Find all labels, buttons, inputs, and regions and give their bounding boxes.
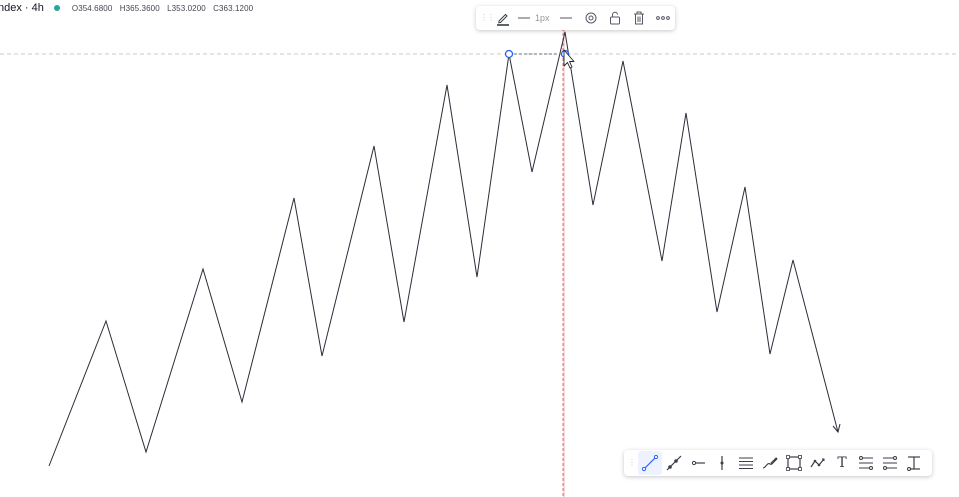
line-end-style-button[interactable] [552, 6, 580, 30]
text-icon: T [837, 455, 847, 471]
ray-icon [666, 455, 682, 471]
more-button[interactable] [651, 6, 675, 30]
drag-handle-icon[interactable]: ⋮⋮ [480, 13, 495, 22]
unlock-icon [610, 11, 621, 25]
tool-text[interactable]: T [830, 451, 854, 475]
mouse-cursor-icon [563, 49, 575, 69]
tool-ray[interactable] [662, 451, 686, 475]
chart-legend: ndex · 4h O354.6800 H365.3600 L353.0200 … [0, 0, 258, 16]
tool-path[interactable] [806, 451, 830, 475]
tool-brush[interactable] [758, 451, 782, 475]
measure-icon [907, 456, 920, 471]
tool-rectangle[interactable] [782, 451, 806, 475]
low-value: L353.0200 [167, 3, 206, 13]
settings-button[interactable] [580, 6, 604, 30]
settings-icon [585, 12, 597, 24]
anchor-handle-left[interactable] [504, 49, 514, 59]
vertical-line-icon [720, 456, 724, 470]
parallel-channel-icon [739, 457, 753, 469]
pencil-icon [496, 13, 509, 26]
ohlc-values: O354.6800 H365.3600 L353.0200 C363.1200 [72, 4, 258, 13]
delete-button[interactable] [627, 6, 651, 30]
open-value: O354.6800 [71, 3, 113, 13]
price-range-icon [859, 456, 873, 470]
drag-handle-icon[interactable]: ⋮⋮ [628, 458, 644, 467]
line-style-icon [518, 17, 530, 19]
line-width-button[interactable]: 1px [516, 6, 552, 30]
brush-icon [762, 457, 778, 469]
lock-button[interactable] [603, 6, 627, 30]
path-icon [810, 458, 825, 468]
tool-parallel-channel[interactable] [734, 451, 758, 475]
high-value: H365.3600 [119, 3, 160, 13]
line-end-icon [559, 17, 572, 19]
line-width-label: 1px [535, 13, 550, 23]
tool-price-range[interactable] [854, 451, 878, 475]
rectangle-icon [786, 455, 802, 471]
tool-trend-line[interactable] [638, 451, 662, 475]
tool-date-range[interactable] [878, 451, 902, 475]
market-status-dot [53, 5, 60, 11]
tool-horizontal-ray[interactable] [686, 451, 710, 475]
zigzag-drawing[interactable] [48, 31, 839, 467]
drawing-tools-toolbar: ⋮⋮ [624, 450, 932, 476]
zigzag-arrow-head [832, 423, 841, 434]
close-value: C363.1200 [213, 3, 254, 13]
line-color-button[interactable] [490, 6, 516, 30]
tool-vertical-line[interactable] [710, 451, 734, 475]
trash-icon [634, 11, 645, 25]
trend-line-icon [641, 454, 659, 472]
drawing-properties-toolbar: ⋮⋮ 1px [476, 6, 675, 30]
tool-measure[interactable] [902, 451, 926, 475]
date-range-icon [883, 456, 897, 470]
horizontal-ray-icon [691, 460, 705, 466]
symbol-label[interactable]: ndex · 4h [0, 2, 44, 14]
more-icon [656, 16, 670, 20]
